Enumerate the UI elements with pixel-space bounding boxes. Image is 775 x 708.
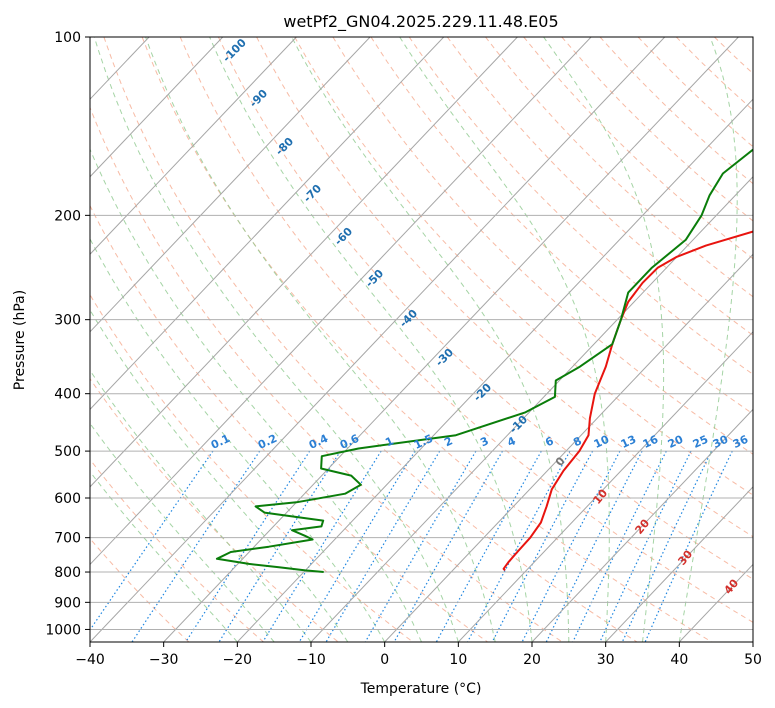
isotherm-line — [90, 37, 445, 411]
mixing-ratio-label: 25 — [691, 433, 710, 451]
y-tick-label: 600 — [54, 491, 81, 507]
mixing-ratio-label: 13 — [619, 433, 638, 451]
mixing-ratio-line — [572, 450, 667, 642]
x-tick-label: 40 — [670, 652, 688, 668]
isotherm-line — [531, 408, 753, 642]
y-axis-title: Pressure (hPa) — [12, 290, 28, 390]
background-lines — [90, 37, 753, 642]
isotherm-line — [457, 331, 753, 642]
moist-adiabat-line — [291, 37, 570, 642]
moist-adiabat-line — [543, 37, 665, 642]
mixing-ratio-line — [599, 450, 692, 642]
isotherm-line — [90, 37, 592, 566]
x-tick-label: −40 — [75, 652, 105, 668]
x-axis: −40 −30 −20 −10 0 10 20 30 40 50 — [75, 642, 762, 668]
moist-adiabat-line — [90, 309, 349, 642]
chart-title: wetPf2_GN04.2025.229.11.48.E05 — [283, 12, 558, 32]
isotherm-line — [163, 37, 739, 642]
isotherm-line — [90, 37, 666, 642]
profile-series — [215, 148, 753, 573]
dry-adiabat-line — [179, 37, 753, 623]
moist-adiabat-line — [90, 470, 238, 642]
plot-frame — [89, 36, 754, 643]
x-tick-label: −10 — [296, 652, 326, 668]
moist-adiabat-line — [90, 422, 275, 642]
y-tick-label: 800 — [54, 565, 81, 581]
dry-adiabat-line — [217, 37, 753, 580]
moist-adiabat-line — [145, 37, 496, 642]
plot-area — [90, 37, 753, 642]
mixing-ratio-line — [90, 450, 214, 631]
x-tick-label: 20 — [523, 652, 541, 668]
isotherm-line — [310, 176, 753, 642]
dry-adiabat-line — [332, 37, 753, 455]
moist-adiabat-line — [399, 37, 610, 642]
y-tick-label: 500 — [54, 444, 81, 460]
mixing-ratio-line — [621, 450, 713, 642]
x-tick-label: 10 — [449, 652, 467, 668]
mixing-ratio-line — [298, 450, 416, 642]
x-tick-label: 30 — [597, 652, 615, 668]
mixing-ratio-label: 10 — [592, 433, 612, 451]
y-tick-label: 700 — [54, 531, 81, 547]
isotherm-line — [605, 486, 753, 642]
x-tick-label: 50 — [744, 652, 762, 668]
moist-adiabat-line — [90, 237, 386, 642]
isotherm-line — [90, 37, 518, 488]
mixing-ratio-line — [262, 450, 382, 642]
mixing-ratio-line — [491, 450, 594, 642]
mixing-ratio-label: 30 — [711, 433, 731, 451]
moist-adiabat-line — [678, 37, 738, 642]
dry-adiabat-line — [294, 37, 753, 496]
mixing-ratio-label: 36 — [731, 433, 751, 451]
x-tick-label: 0 — [380, 652, 389, 668]
x-tick-label: −30 — [149, 652, 179, 668]
x-axis-title: Temperature (°C) — [360, 681, 482, 697]
dry-adiabat-line — [90, 293, 414, 642]
y-tick-label: 200 — [54, 208, 81, 224]
isotherm-line — [384, 253, 753, 642]
isotherm-line — [236, 98, 753, 642]
dry-adiabat-line — [103, 37, 638, 642]
dewpoint-profile-line — [215, 148, 753, 573]
y-tick-label: 1000 — [45, 622, 81, 638]
mixing-ratio-line — [466, 450, 571, 642]
dry-adiabat-line — [370, 37, 753, 415]
mixing-ratio-line — [521, 450, 621, 642]
y-tick-label: 100 — [54, 30, 81, 46]
isotherm-line — [90, 37, 224, 178]
dry-adiabat-line — [90, 204, 488, 642]
dry-adiabat-line — [90, 377, 339, 642]
moist-adiabat-line — [209, 37, 533, 642]
mixing-ratio-label: 20 — [666, 433, 686, 451]
y-axis: 100 200 300 400 500 600 700 800 900 1000 — [45, 30, 90, 638]
grid-lines — [90, 37, 753, 642]
isotherm-line — [90, 37, 297, 256]
dry-adiabat-line — [90, 458, 264, 642]
moist-adiabat-line — [93, 37, 459, 642]
y-tick-label: 400 — [54, 387, 81, 403]
mixing-ratio-line — [545, 450, 643, 642]
mixing-ratio-label: 16 — [641, 433, 661, 451]
isotherm-line — [90, 37, 371, 333]
x-tick-label: −20 — [223, 652, 253, 668]
y-tick-label: 900 — [54, 595, 81, 611]
mixing-ratio-line — [435, 450, 542, 642]
moist-adiabat-line — [90, 148, 422, 642]
y-tick-label: 300 — [54, 313, 81, 329]
dry-adiabat-line — [90, 106, 563, 642]
